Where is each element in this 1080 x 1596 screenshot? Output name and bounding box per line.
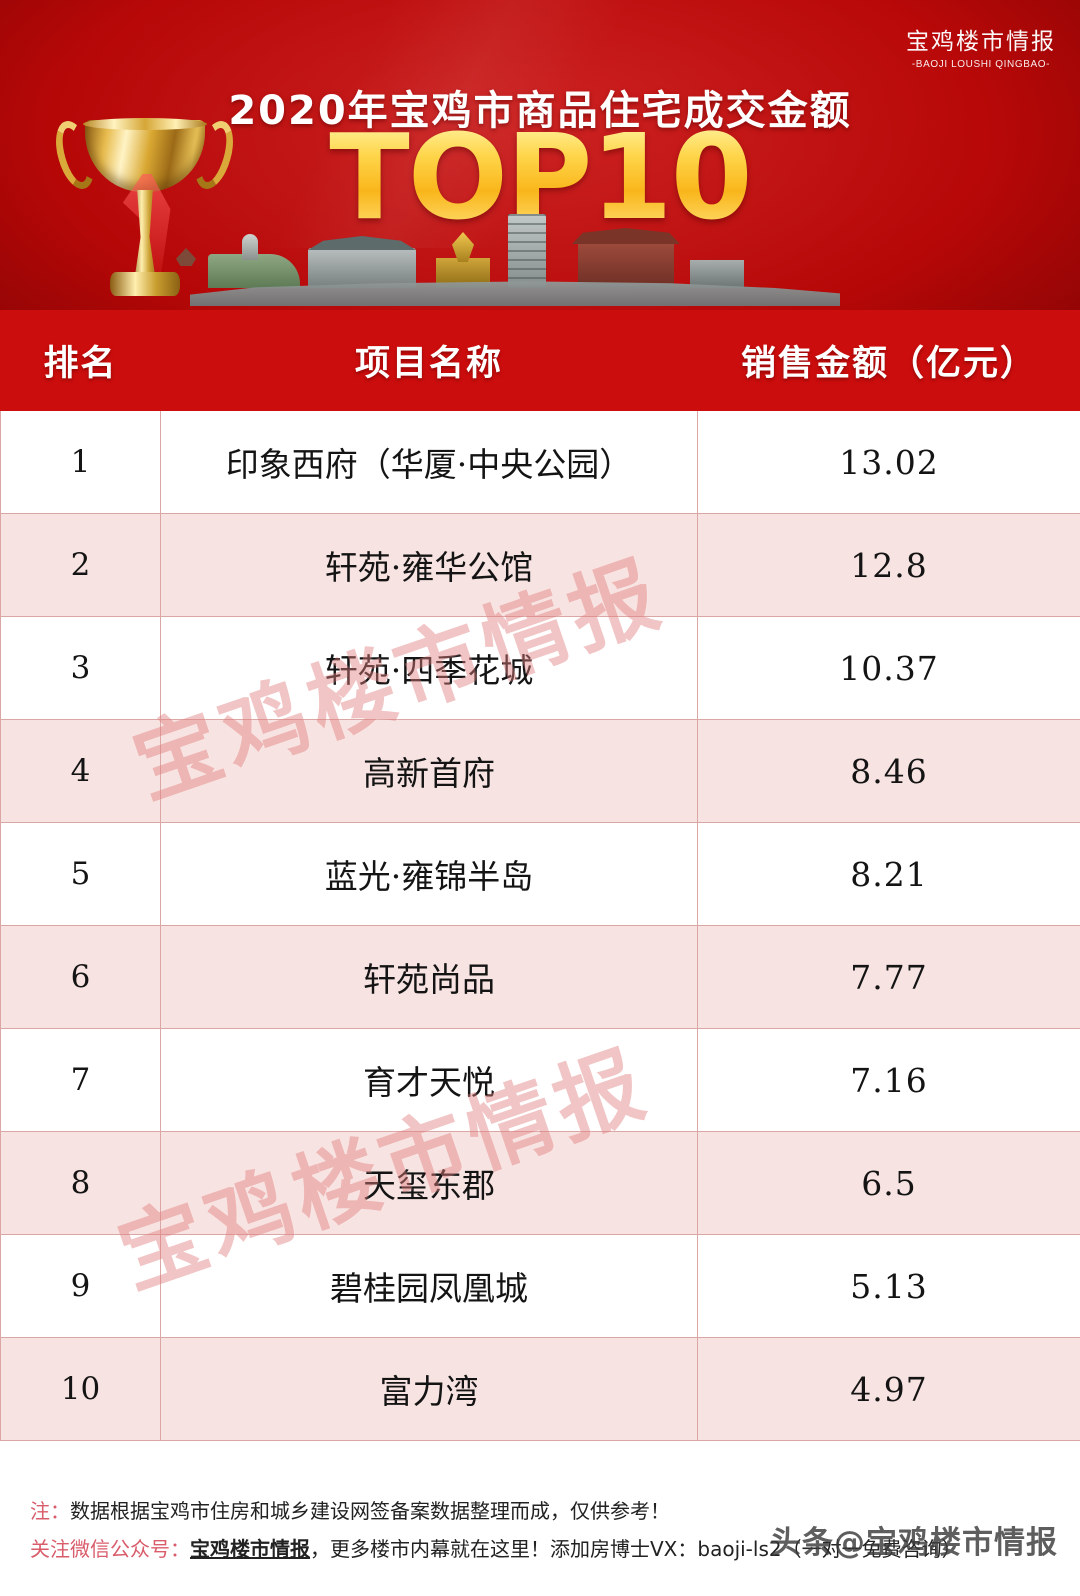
skyline-pagoda-icon <box>242 234 258 260</box>
cell-project: 碧桂园凤凰城 <box>160 1234 698 1338</box>
cell-rank: 6 <box>0 925 161 1029</box>
wechat-follow-note: 关注微信公众号：宝鸡楼市情报，更多楼市内幕就在这里！添加房博士VX：baoji-… <box>30 1530 1050 1568</box>
wechat-account-name: 宝鸡楼市情报 <box>190 1537 310 1561</box>
table-row: 1 印象西府（华厦·中央公园） 13.02 <box>0 410 1080 514</box>
cell-rank: 2 <box>0 513 161 617</box>
table-row: 4 高新首府 8.46 <box>0 719 1080 823</box>
column-header-project: 项目名称 <box>160 310 698 411</box>
note-body: 数据根据宝鸡市住房和城乡建设网签备案数据整理而成，仅供参考！ <box>70 1499 670 1523</box>
cell-rank: 5 <box>0 822 161 926</box>
table-header: 排名 项目名称 销售金额（亿元） <box>0 310 1080 411</box>
footer-notes: 注：数据根据宝鸡市住房和城乡建设网签备案数据整理而成，仅供参考！ 关注微信公众号… <box>0 1470 1080 1568</box>
skyline-monument-icon <box>452 232 474 262</box>
cell-project: 蓝光·雍锦半岛 <box>160 822 698 926</box>
cell-project: 轩苑尚品 <box>160 925 698 1029</box>
cell-project: 轩苑·四季花城 <box>160 616 698 720</box>
brand-logo-name: 宝鸡楼市情报 <box>906 28 1056 54</box>
cell-amount: 5.13 <box>697 1234 1080 1338</box>
toutiao-watermark: 头条@宝鸡楼市情报 <box>770 1517 1058 1562</box>
cell-rank: 7 <box>0 1028 161 1132</box>
cell-amount: 8.46 <box>697 719 1080 823</box>
table-row: 10 富力湾 4.97 <box>0 1337 1080 1441</box>
skyline-wing-icon <box>690 260 744 288</box>
trophy-stem-icon <box>134 190 156 276</box>
cell-rank: 10 <box>0 1337 161 1441</box>
table-row: 7 育才天悦 7.16 <box>0 1028 1080 1132</box>
toutiao-watermark-text: 头条@宝鸡楼市情报 <box>770 1525 1058 1561</box>
skyline-tower-tiers-icon <box>508 214 546 288</box>
trophy-icon <box>49 112 240 307</box>
header-banner: 宝鸡楼市情报 -BAOJI LOUSHI QINGBAO- 2020年宝鸡市商品… <box>0 0 1080 310</box>
ranking-table-wrapper: 宝鸡楼市情报 宝鸡楼市情报 排名 项目名称 销售金额（亿元） 1 印象西府（华厦… <box>0 310 1080 1470</box>
table-row: 8 天玺东郡 6.5 <box>0 1131 1080 1235</box>
cell-rank: 9 <box>0 1234 161 1338</box>
note-label: 注： <box>30 1499 70 1523</box>
ranking-table: 排名 项目名称 销售金额（亿元） 1 印象西府（华厦·中央公园） 13.02 2… <box>0 310 1080 1441</box>
table-row: 6 轩苑尚品 7.77 <box>0 925 1080 1029</box>
table-row: 5 蓝光·雍锦半岛 8.21 <box>0 822 1080 926</box>
page-title: 2020年宝鸡市商品住宅成交金额 <box>228 88 852 134</box>
cell-rank: 3 <box>0 616 161 720</box>
skyline-hall-roof-icon <box>308 236 416 250</box>
cell-project: 轩苑·雍华公馆 <box>160 513 698 617</box>
cell-rank: 8 <box>0 1131 161 1235</box>
follow-label: 关注微信公众号： <box>30 1537 190 1561</box>
table-body: 1 印象西府（华厦·中央公园） 13.02 2 轩苑·雍华公馆 12.8 3 轩… <box>0 410 1080 1441</box>
brand-logo-pinyin: -BAOJI LOUSHI QINGBAO- <box>911 59 1051 70</box>
cell-amount: 7.16 <box>697 1028 1080 1132</box>
data-source-note: 注：数据根据宝鸡市住房和城乡建设网签备案数据整理而成，仅供参考！ <box>30 1492 1050 1530</box>
cell-amount: 8.21 <box>697 822 1080 926</box>
table-row: 9 碧桂园凤凰城 5.13 <box>0 1234 1080 1338</box>
cell-amount: 7.77 <box>697 925 1080 1029</box>
cell-project: 高新首府 <box>160 719 698 823</box>
cell-amount: 10.37 <box>697 616 1080 720</box>
trophy-rim-icon <box>83 118 207 130</box>
brand-logo: 宝鸡楼市情报 -BAOJI LOUSHI QINGBAO- <box>906 30 1056 70</box>
cell-amount: 4.97 <box>697 1337 1080 1441</box>
cell-amount: 12.8 <box>697 513 1080 617</box>
skyline-gate-icon <box>578 242 674 288</box>
cell-amount: 13.02 <box>697 410 1080 514</box>
cell-rank: 4 <box>0 719 161 823</box>
cell-project: 天玺东郡 <box>160 1131 698 1235</box>
table-row: 2 轩苑·雍华公馆 12.8 <box>0 513 1080 617</box>
cell-project: 印象西府（华厦·中央公园） <box>160 410 698 514</box>
cell-rank: 1 <box>0 410 161 514</box>
table-header-row: 排名 项目名称 销售金额（亿元） <box>0 310 1080 411</box>
trophy-base-icon <box>110 272 180 296</box>
cell-project: 育才天悦 <box>160 1028 698 1132</box>
column-header-amount: 销售金额（亿元） <box>697 310 1080 411</box>
follow-body: ，更多楼市内幕就在这里！添加房博士VX：baoji-ls2（一对一免费咨询） <box>310 1537 962 1561</box>
cell-project: 富力湾 <box>160 1337 698 1441</box>
skyline-gate-roof-icon <box>572 228 680 244</box>
table-row: 3 轩苑·四季花城 10.37 <box>0 616 1080 720</box>
cell-amount: 6.5 <box>697 1131 1080 1235</box>
city-skyline-icon <box>176 214 840 306</box>
skyline-hall-icon <box>308 248 416 288</box>
column-header-rank: 排名 <box>0 310 161 411</box>
